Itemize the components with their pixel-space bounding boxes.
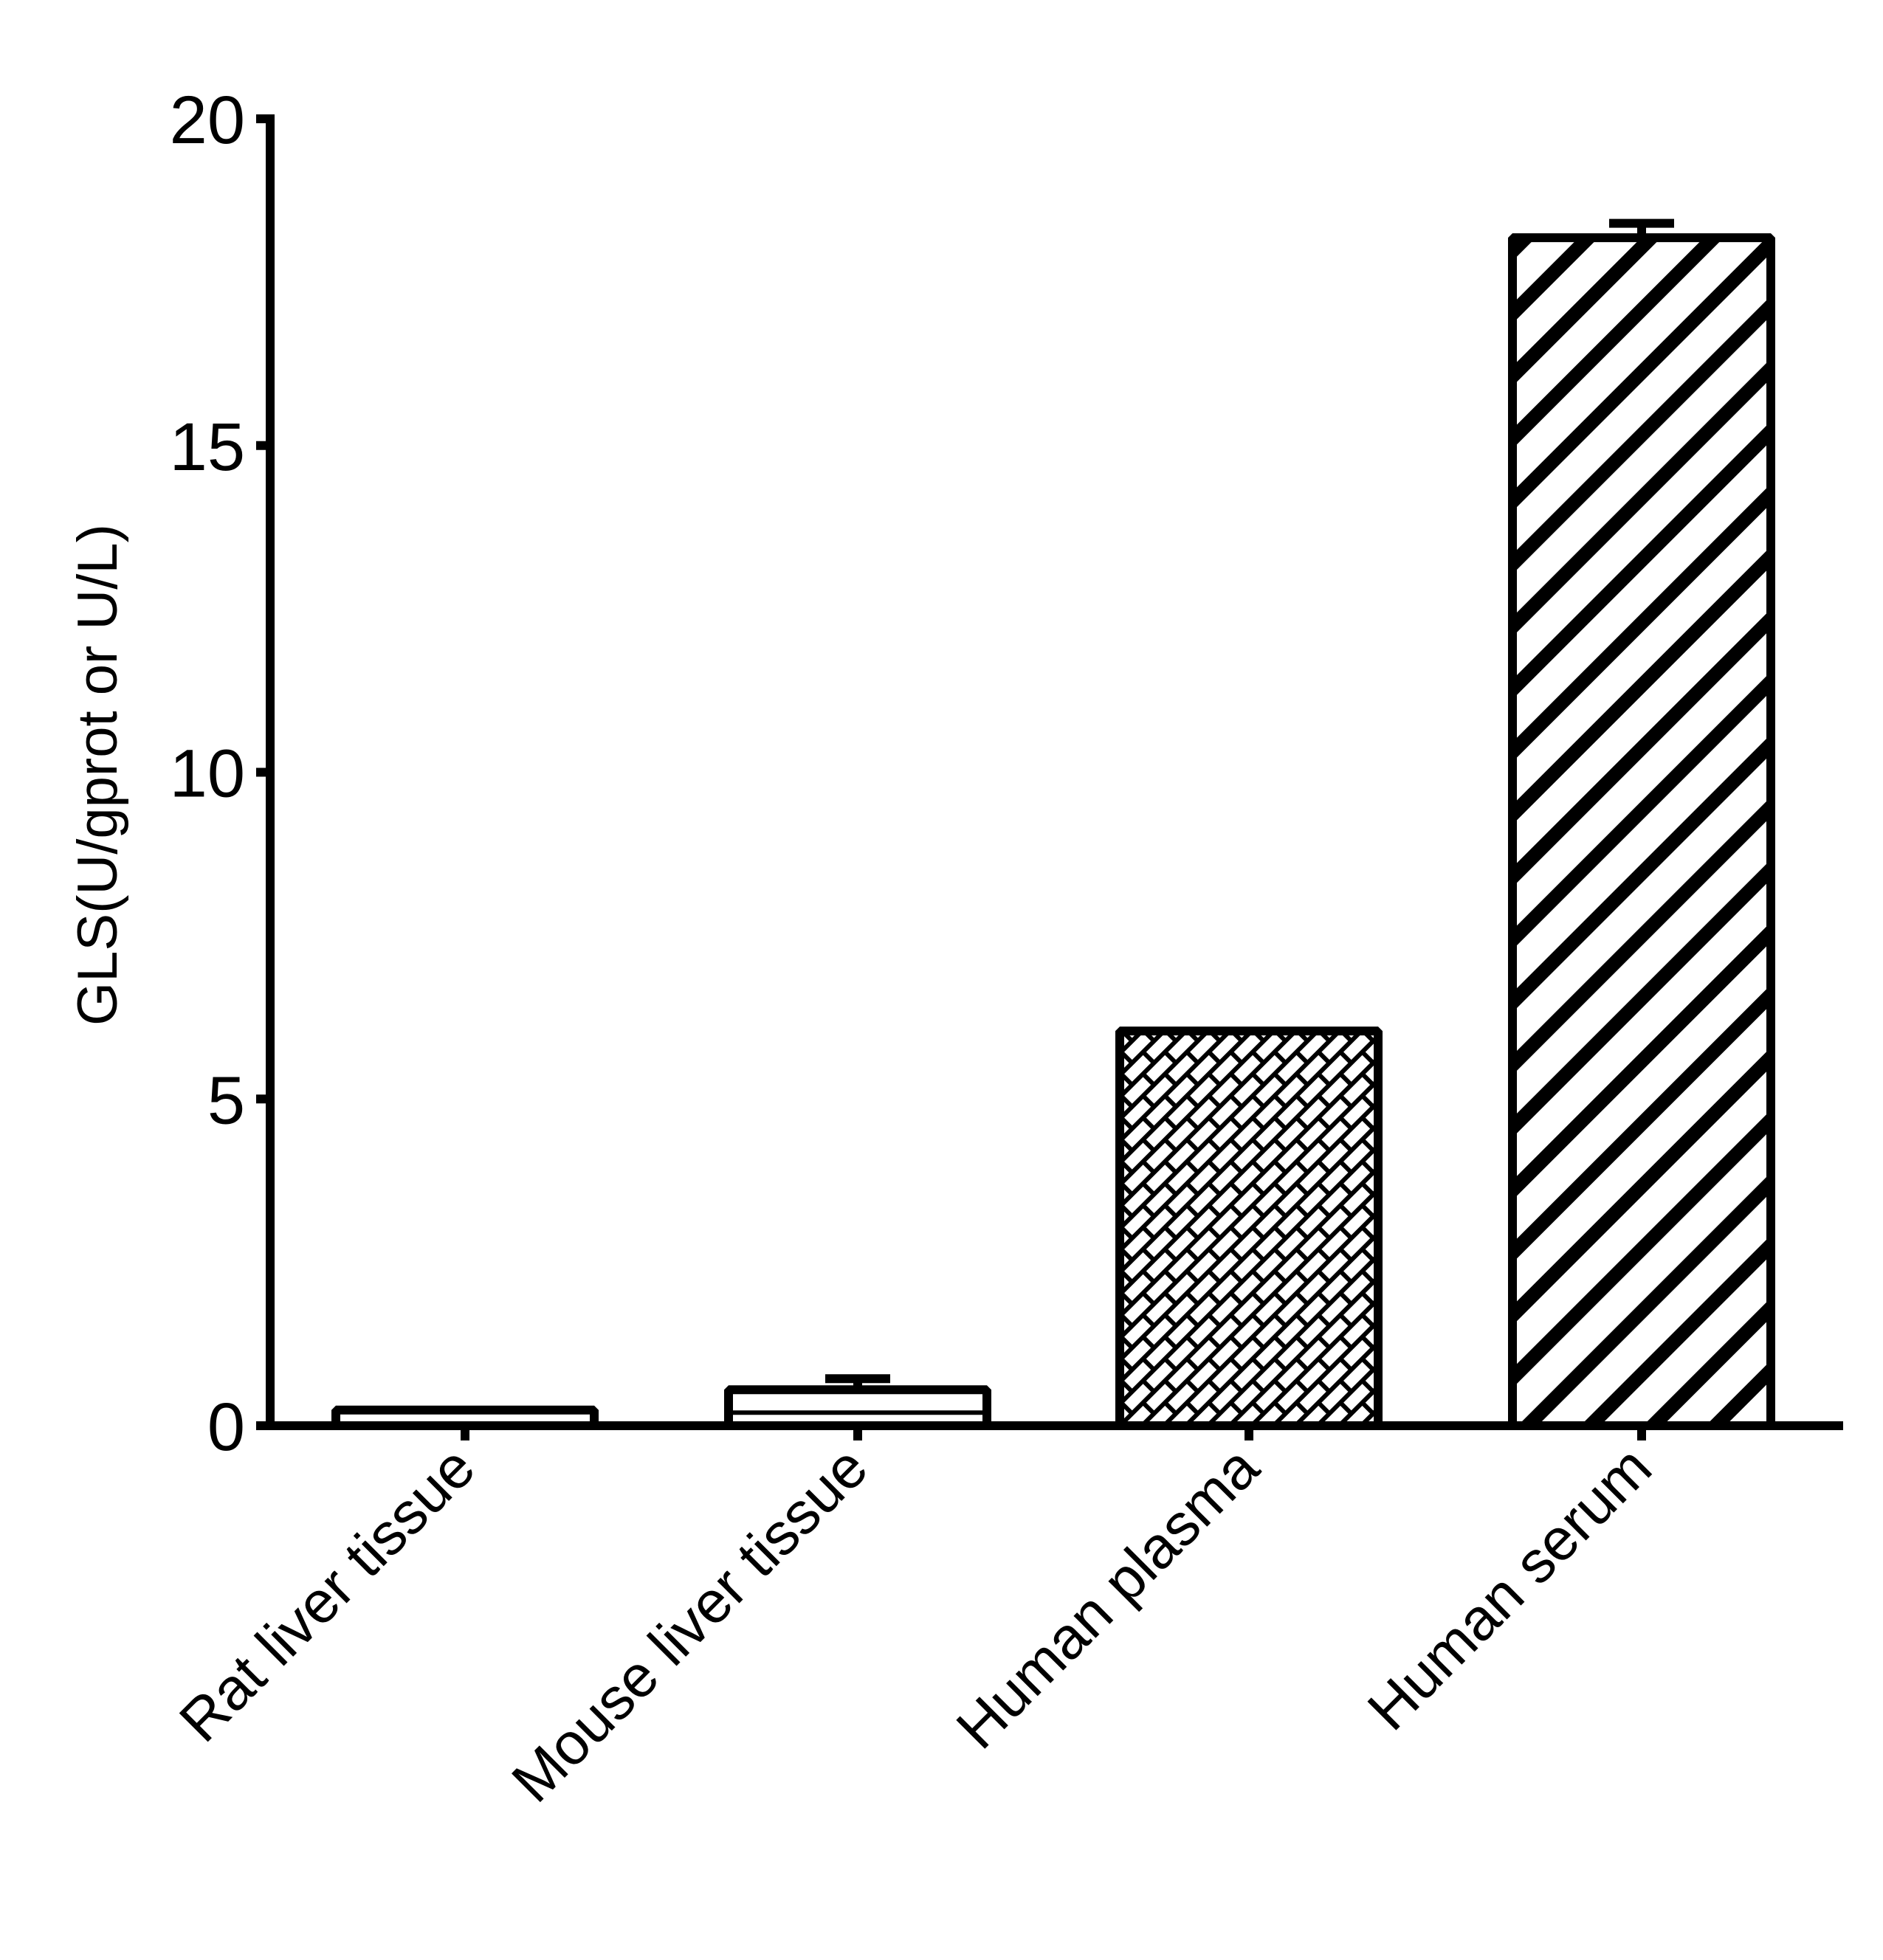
y-tick-label: 0: [207, 1390, 245, 1465]
x-tick-label: Rat liver tissue: [167, 1434, 487, 1754]
bar-rect: [724, 1385, 991, 1430]
bar-rect: [1508, 233, 1775, 1430]
category-labels: Rat liver tissue Mouse liver tissue Human …: [167, 1434, 1664, 1815]
x-tick-label: Mouse liver tissue: [499, 1434, 880, 1815]
y-tick-label: 20: [170, 83, 245, 158]
bar-rect: [1115, 1026, 1383, 1430]
bar-human-serum: [1508, 218, 1775, 1430]
y-axis: 0 5 10 15 20: [170, 83, 275, 1465]
bars: [331, 218, 1775, 1431]
x-tick-label: Human plasma: [944, 1434, 1272, 1761]
bar-rat-liver-tissue: [331, 1405, 599, 1431]
y-tick-label: 5: [207, 1063, 245, 1138]
y-axis-title: GLS(U/gprot or U/L): [66, 524, 129, 1026]
x-tick-label: Human serum: [1355, 1434, 1664, 1742]
y-tick-label: 15: [170, 410, 245, 485]
bar-mouse-liver-tissue: [724, 1374, 991, 1430]
bar-rect: [331, 1405, 599, 1431]
bar-human-plasma: [1115, 1026, 1383, 1430]
y-tick-label: 10: [170, 736, 245, 812]
